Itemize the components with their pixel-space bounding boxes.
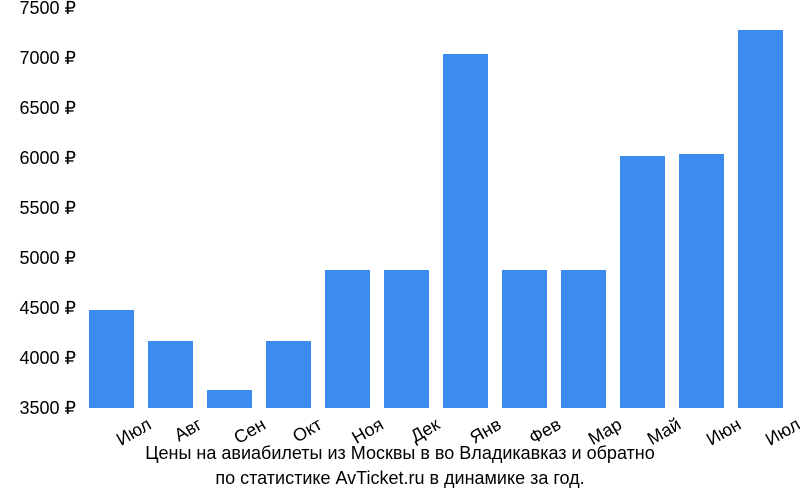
bar bbox=[325, 270, 369, 408]
bar bbox=[266, 341, 310, 408]
bar bbox=[148, 341, 192, 408]
y-tick-label: 5500 ₽ bbox=[0, 199, 76, 217]
bar bbox=[384, 270, 428, 408]
bar bbox=[502, 270, 546, 408]
y-tick-label: 3500 ₽ bbox=[0, 399, 76, 417]
price-bar-chart: 3500 ₽ 4000 ₽ 4500 ₽ 5000 ₽ 5500 ₽ 6000 ₽ 6500… bbox=[0, 0, 800, 500]
y-tick-label: 4000 ₽ bbox=[0, 349, 76, 367]
y-tick-label: 7000 ₽ bbox=[0, 49, 76, 67]
bar bbox=[679, 154, 723, 408]
caption-line-2: по статистике AvTicket.ru в динамике за … bbox=[215, 468, 584, 488]
chart-caption: Цены на авиабилеты из Москвы в во Владик… bbox=[0, 441, 800, 490]
bar bbox=[561, 270, 605, 408]
y-tick-label: 7500 ₽ bbox=[0, 0, 76, 17]
bar bbox=[207, 390, 251, 408]
bar bbox=[620, 156, 664, 408]
bar bbox=[443, 54, 487, 408]
caption-line-1: Цены на авиабилеты из Москвы в во Владик… bbox=[145, 443, 655, 463]
y-tick-label: 6500 ₽ bbox=[0, 99, 76, 117]
y-tick-label: 4500 ₽ bbox=[0, 299, 76, 317]
bar bbox=[738, 30, 782, 408]
bar bbox=[89, 310, 133, 408]
y-tick-label: 6000 ₽ bbox=[0, 149, 76, 167]
plot-area bbox=[82, 8, 790, 408]
y-tick-label: 5000 ₽ bbox=[0, 249, 76, 267]
